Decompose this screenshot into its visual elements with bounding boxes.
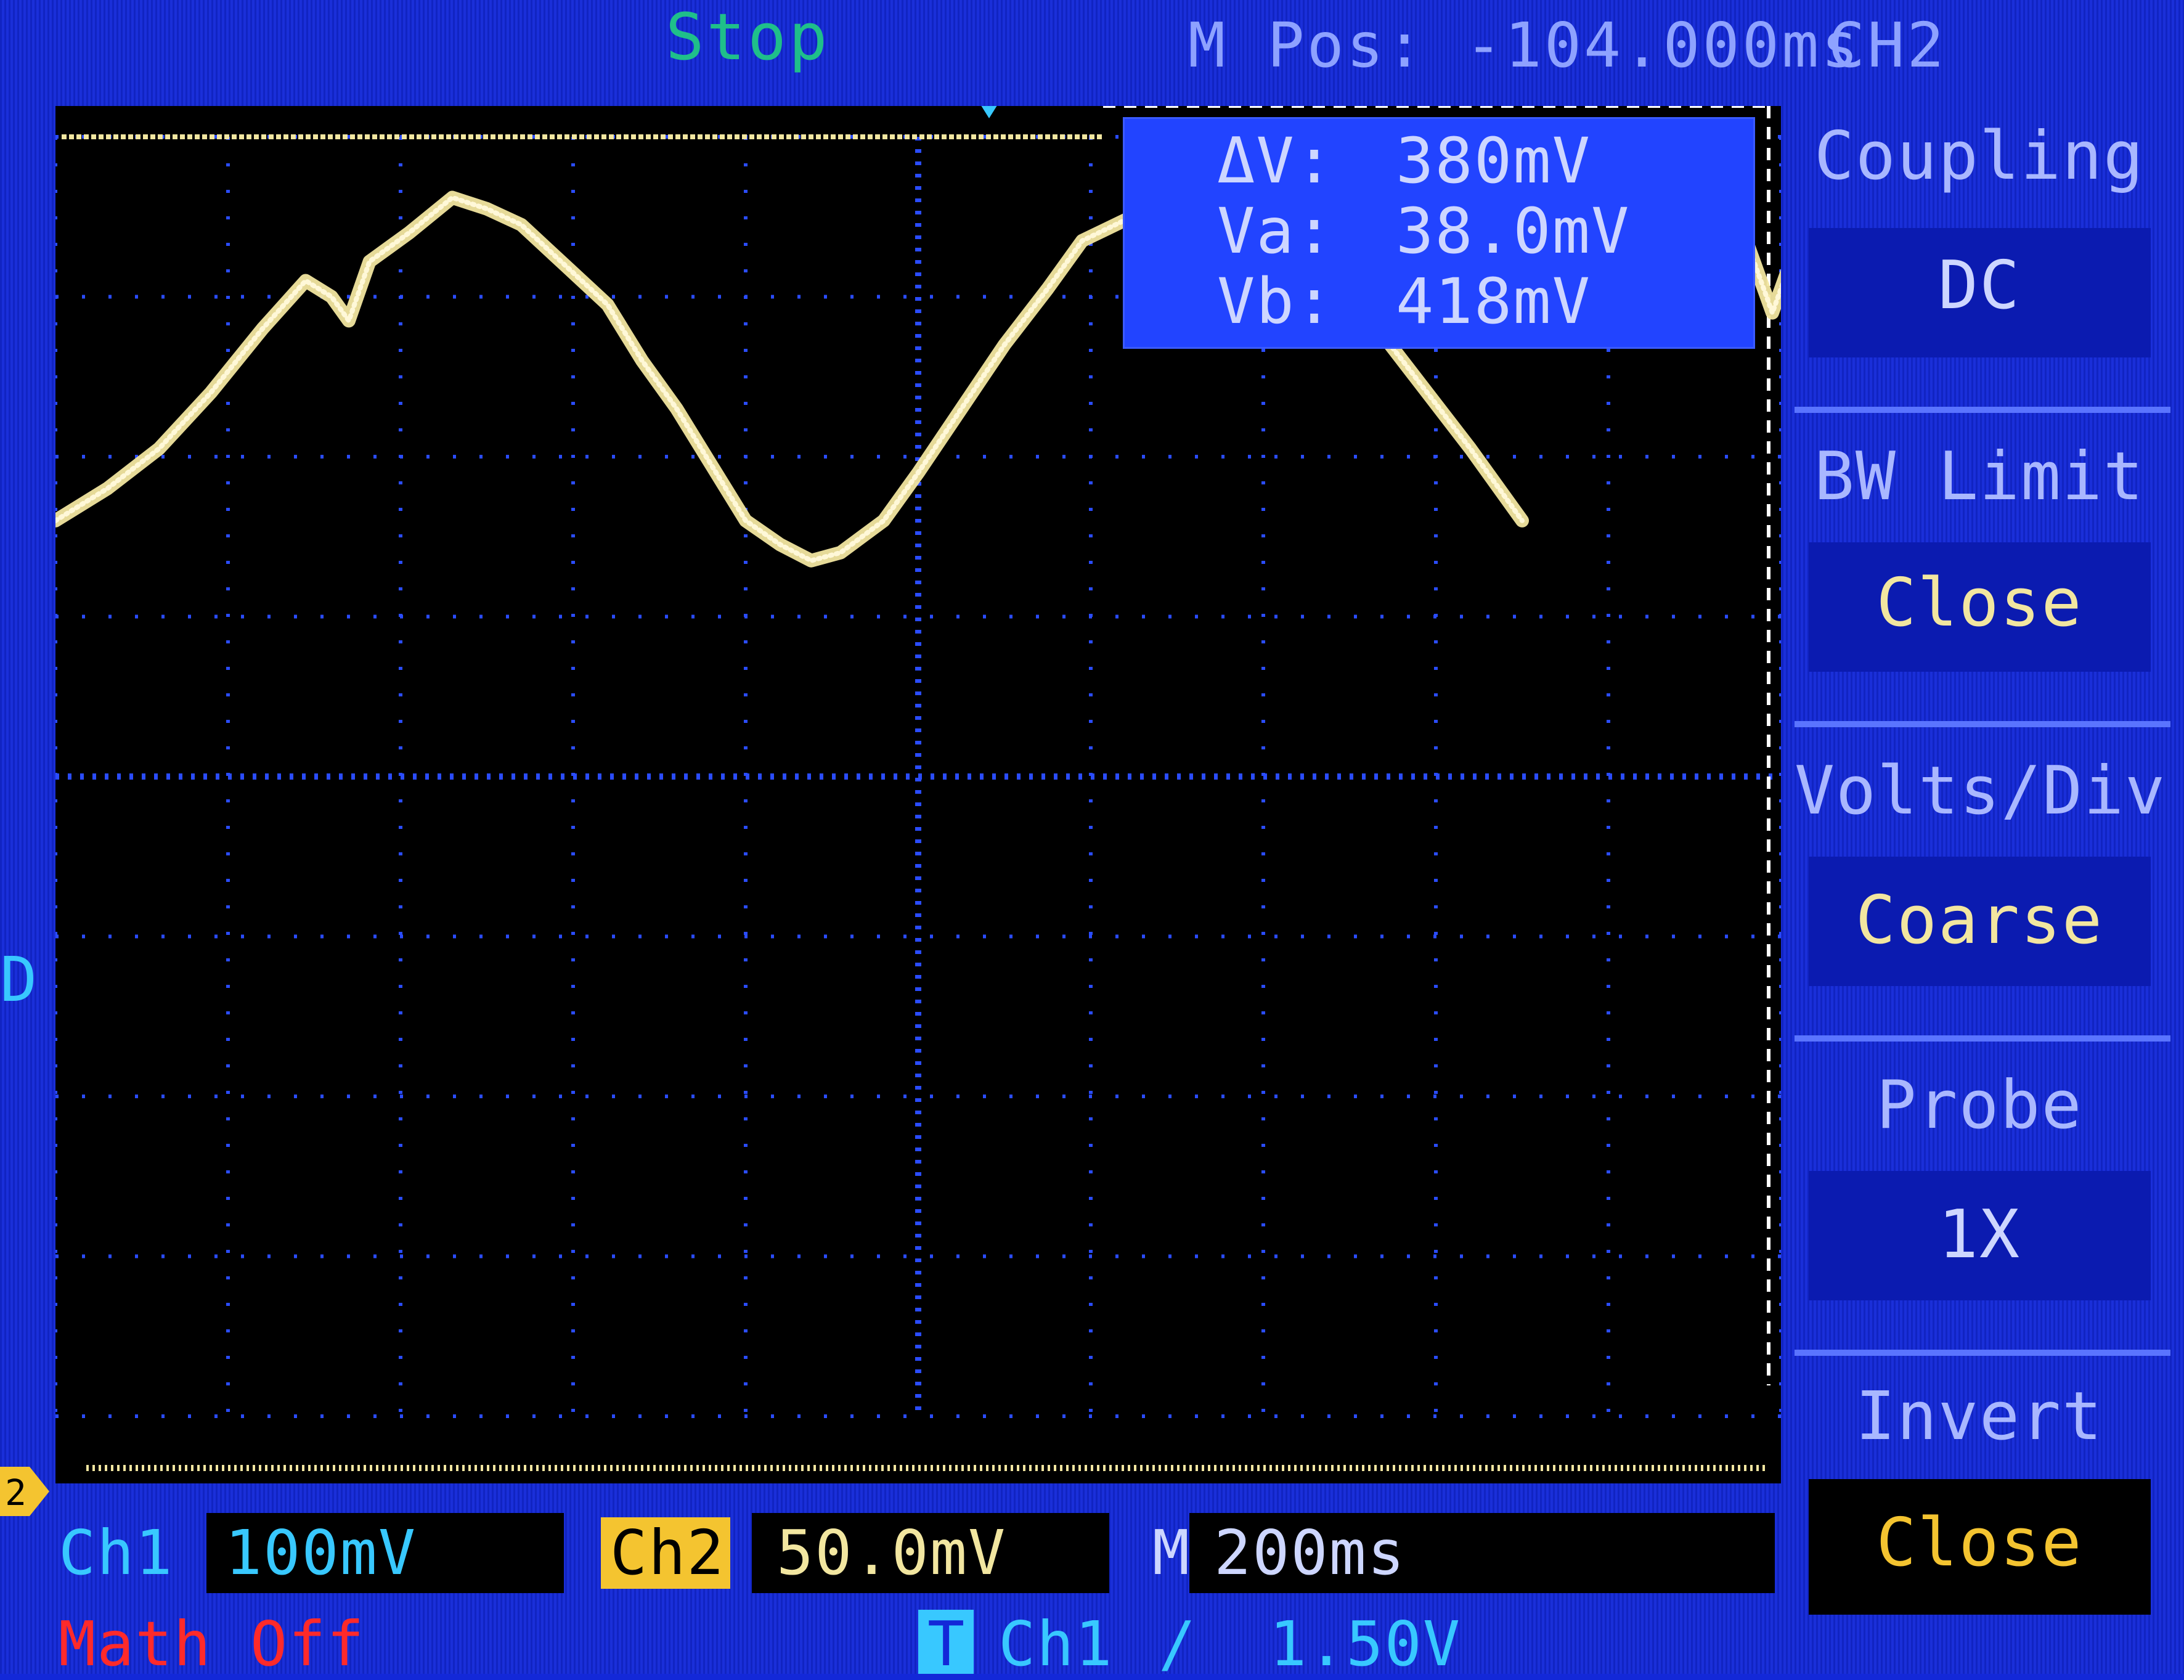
menu-probe-bg [1809,1171,2151,1300]
delta-v-value: 380mV [1396,124,1592,198]
ch1-ground-marker: D [0,944,40,1016]
ch2-badge [601,1517,730,1589]
menu-bw-limit-title[interactable]: BW Limit [1814,438,2145,515]
trigger-badge-label: T [927,1608,966,1680]
active-channel-label: CH2 [1828,9,1947,81]
menu-invert-title[interactable]: Invert [1855,1378,2104,1455]
trigger-badge [918,1610,974,1674]
ch2-ground-marker: 2 [0,1467,49,1516]
horizontal-position-readout: M Pos: -104.000ms [1188,9,1861,81]
menu-volts-div-bg [1809,857,2151,986]
ch1-scale-box [206,1513,564,1593]
timebase-value: 200ms [1214,1517,1406,1589]
menu-divider [1795,407,2170,413]
trigger-level: 1.50V [1269,1608,1462,1680]
ch2-label: Ch2 [610,1517,725,1589]
menu-coupling-title[interactable]: Coupling [1814,118,2145,195]
vb-label: Vb: [1217,265,1335,338]
menu-probe-title[interactable]: Probe [1876,1067,2083,1144]
vb-value: 418mV [1396,265,1592,338]
menu-invert-value[interactable]: Close [1876,1504,2083,1581]
menu-coupling-value[interactable]: DC [1937,247,2021,324]
timebase-box [1189,1513,1775,1593]
menu-coupling-bg [1809,228,2151,357]
menu-divider [1795,721,2170,727]
math-state: Math Off [59,1608,365,1680]
cursor-readout-panel: ΔV: 380mV Va: 38.0mV Vb: 418mV [1123,117,1755,349]
menu-bw-limit-bg [1809,542,2151,672]
menu-volts-div-title[interactable]: Volts/Div [1795,752,2167,830]
menu-bw-limit-value[interactable]: Close [1876,565,2083,642]
va-value: 38.0mV [1396,195,1631,268]
trigger-slope-icon: / [1159,1608,1197,1680]
ch2-scale: 50.0mV [776,1517,1007,1589]
ch2-waveform-fragment-highlight [1744,238,1781,316]
menu-divider [1795,1035,2170,1042]
trigger-position-icon [981,106,997,118]
timebase-label: M [1152,1517,1191,1589]
trigger-source: Ch1 [998,1608,1114,1680]
run-state-indicator: Stop [666,0,830,75]
delta-v-label: ΔV: [1217,124,1335,198]
menu-volts-div-value[interactable]: Coarse [1855,882,2104,959]
menu-probe-value[interactable]: 1X [1937,1196,2021,1273]
menu-invert-bg [1809,1479,2151,1615]
ch2-scale-box [752,1513,1109,1593]
va-label: Va: [1217,195,1335,268]
menu-divider [1795,1350,2170,1356]
ch1-label: Ch1 [59,1517,174,1589]
ch1-scale: 100mV [225,1517,417,1589]
